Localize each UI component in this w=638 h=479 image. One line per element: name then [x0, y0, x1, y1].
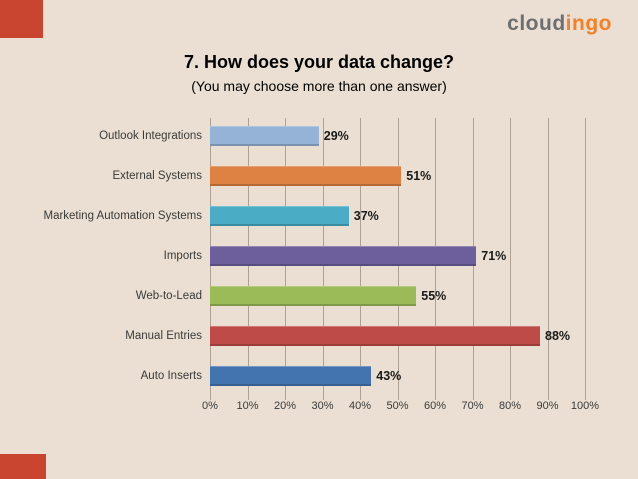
chart-row: Manual Entries 88%	[0, 316, 638, 356]
chart-row: Outlook Integrations 29%	[0, 116, 638, 156]
bar	[210, 206, 349, 226]
bar	[210, 246, 477, 266]
x-tick-label: 70%	[461, 400, 484, 412]
bar	[210, 326, 540, 346]
bar-track: 51%	[210, 166, 585, 186]
x-axis: 0% 10% 20% 30% 40% 50% 60% 70% 80% 90% 100%	[202, 400, 599, 418]
logo-part-cloud: cloud	[507, 12, 566, 35]
bar	[210, 126, 319, 146]
chart-row: External Systems 51%	[0, 156, 638, 196]
bar-chart: Outlook Integrations 29% External Systems 5…	[0, 116, 638, 418]
titles: 7. How does your data change? (You may c…	[0, 52, 638, 94]
category-label: Manual Entries	[125, 330, 202, 342]
chart-rows: Outlook Integrations 29% External Systems 5…	[0, 116, 638, 396]
bar-track: 88%	[210, 326, 585, 346]
top-left-accent-block	[0, 0, 43, 38]
x-tick-label: 30%	[311, 400, 334, 412]
value-label: 51%	[406, 169, 432, 183]
value-label: 37%	[353, 209, 379, 223]
category-label: External Systems	[112, 170, 202, 182]
bar	[210, 366, 372, 386]
chart-row: Web-to-Lead 55%	[0, 276, 638, 316]
gridline	[547, 118, 549, 400]
x-tick-label: 50%	[386, 400, 409, 412]
bar-track: 29%	[210, 126, 585, 146]
value-label: 88%	[545, 329, 571, 343]
logo-part-ingo: ingo	[565, 12, 612, 35]
value-label: 29%	[323, 129, 349, 143]
bar	[210, 286, 417, 306]
gridline	[510, 118, 511, 400]
category-label: Auto Inserts	[140, 370, 202, 382]
x-tick-label: 10%	[236, 400, 259, 412]
chart-title: 7. How does your data change?	[183, 52, 455, 72]
x-tick-label: 100%	[570, 400, 600, 412]
value-label: 71%	[481, 249, 507, 263]
x-tick-label: 90%	[536, 400, 559, 412]
x-tick-label: 80%	[498, 400, 522, 412]
chart-rows-wrap: Outlook Integrations 29% External Systems 5…	[0, 116, 638, 400]
chart-row: Auto Inserts 43%	[0, 356, 638, 396]
gridline	[585, 118, 586, 400]
chart-row: Imports 71%	[0, 236, 638, 276]
chart-row: Marketing Automation Systems 37%	[0, 196, 638, 236]
value-label: 55%	[421, 289, 447, 303]
x-tick-label: 40%	[348, 400, 372, 412]
bar-track: 55%	[210, 286, 585, 306]
x-tick-label: 0%	[202, 400, 218, 412]
category-label: Outlook Integrations	[99, 130, 202, 142]
bar	[210, 166, 402, 186]
category-label: Marketing Automation Systems	[43, 210, 202, 222]
bar-track: 71%	[210, 246, 585, 266]
category-label: Imports	[163, 250, 202, 262]
bar-track: 43%	[210, 366, 585, 386]
cloudingo-logo: cloudingo	[507, 12, 612, 36]
x-tick-label: 60%	[423, 400, 447, 412]
x-tick-label: 20%	[273, 400, 297, 412]
value-label: 43%	[376, 369, 402, 383]
bar-track: 37%	[210, 206, 585, 226]
category-label: Web-to-Lead	[135, 290, 202, 302]
chart-subtitle: (You may choose more than one answer)	[191, 78, 447, 94]
bottom-left-accent-block	[0, 454, 46, 479]
